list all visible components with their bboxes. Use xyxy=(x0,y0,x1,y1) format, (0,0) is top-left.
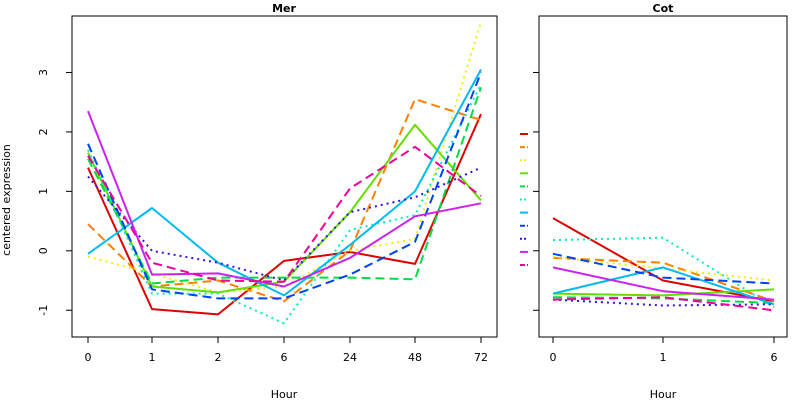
series-line-6 xyxy=(87,83,482,325)
series-line-8 xyxy=(87,72,482,300)
panel-cot-title: Cot xyxy=(653,2,674,15)
y-axis-title: centered expression xyxy=(0,144,13,256)
series-line-7 xyxy=(87,69,482,297)
y-tick-label: 3 xyxy=(37,69,50,76)
series-line-4 xyxy=(87,123,482,294)
panel-cot: Cot Hour 0 1 6 xyxy=(520,2,788,400)
y-tick-label: 2 xyxy=(37,128,50,135)
series-line-8 xyxy=(552,252,775,285)
x-tick-label: 0 xyxy=(85,351,92,364)
series-line-3 xyxy=(552,255,775,282)
series-line-11 xyxy=(552,296,775,312)
panel-mer-x-axis-title: Hour xyxy=(271,388,298,400)
series-line-7 xyxy=(552,266,775,306)
x-tick-label: 1 xyxy=(660,351,667,364)
panel-mer-frame xyxy=(71,15,498,338)
x-tick-label: 6 xyxy=(771,351,778,364)
y-tick-label: -1 xyxy=(37,305,50,316)
x-tick-label: 1 xyxy=(149,351,156,364)
x-tick-label: 0 xyxy=(550,351,557,364)
x-tick-label: 72 xyxy=(474,351,488,364)
series-line-11 xyxy=(87,145,482,283)
series-line-5 xyxy=(87,86,482,285)
series-line-6 xyxy=(552,236,775,309)
series-line-10 xyxy=(552,266,775,301)
panel-mer: Mer Hour -1 0 1 2 3 0 1 2 6 24 48 72 xyxy=(37,2,498,400)
series-line-2 xyxy=(552,256,775,303)
series-line-10 xyxy=(87,110,482,288)
panel-cot-x-axis-title: Hour xyxy=(650,388,677,400)
panel-mer-title: Mer xyxy=(272,2,296,15)
series-line-3 xyxy=(87,21,482,294)
series-line-5 xyxy=(552,296,775,305)
x-tick-label: 2 xyxy=(215,351,222,364)
series-line-9 xyxy=(552,298,775,307)
x-tick-label: 48 xyxy=(408,351,422,364)
y-tick-label: 0 xyxy=(37,247,50,254)
series-line-1 xyxy=(87,113,482,316)
x-tick-label: 24 xyxy=(343,351,357,364)
y-tick-label: 1 xyxy=(37,188,50,195)
x-tick-label: 6 xyxy=(281,351,288,364)
